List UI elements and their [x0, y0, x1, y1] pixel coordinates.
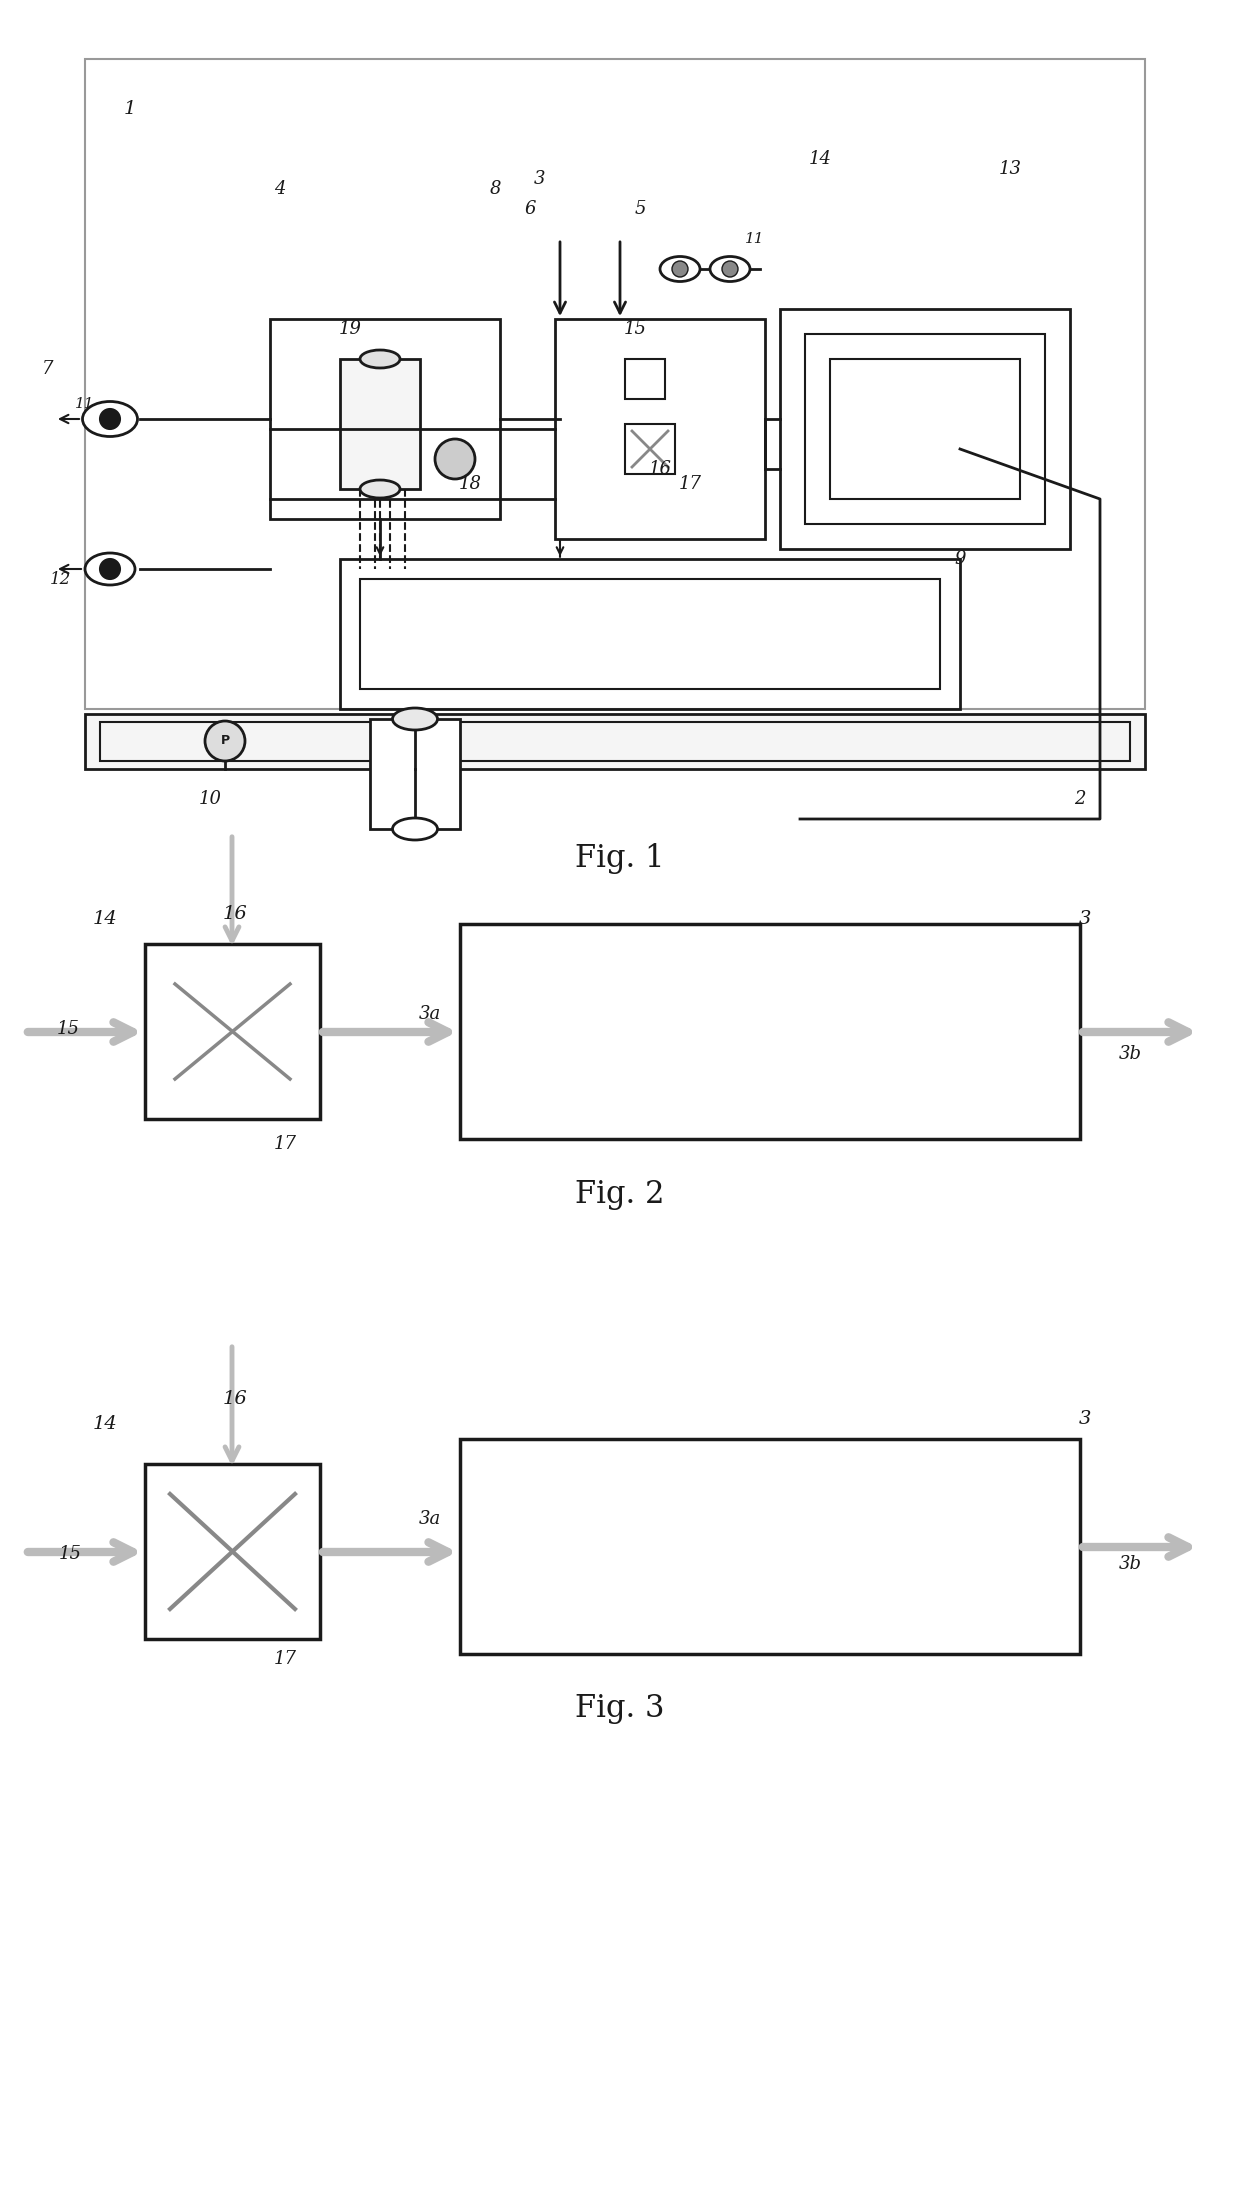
Text: 1: 1	[124, 99, 136, 119]
Circle shape	[672, 262, 688, 277]
Text: 3b: 3b	[1118, 1045, 1142, 1062]
Text: 12: 12	[50, 570, 71, 587]
Text: 17: 17	[678, 475, 702, 493]
Text: 19: 19	[339, 321, 362, 339]
Text: 3: 3	[534, 169, 546, 187]
Text: 15: 15	[624, 321, 646, 339]
Text: 5: 5	[634, 200, 646, 218]
Text: 11: 11	[76, 398, 94, 411]
Text: 16: 16	[223, 1390, 247, 1407]
Ellipse shape	[360, 350, 401, 367]
Text: 9: 9	[955, 550, 966, 567]
Text: Fig. 2: Fig. 2	[575, 1179, 665, 1209]
Text: 16: 16	[223, 906, 247, 924]
Text: 14: 14	[93, 910, 118, 928]
Ellipse shape	[711, 257, 750, 281]
Circle shape	[722, 262, 738, 277]
Text: 15: 15	[58, 1546, 82, 1563]
Bar	[780, 310, 1070, 550]
Ellipse shape	[360, 479, 401, 497]
Text: 3a: 3a	[419, 1511, 441, 1528]
Bar	[145, 1465, 320, 1638]
Text: 3: 3	[1079, 1410, 1091, 1427]
Bar	[460, 1438, 1080, 1654]
Text: 10: 10	[198, 789, 222, 807]
Text: 14: 14	[808, 150, 832, 167]
Text: 6: 6	[525, 200, 536, 218]
Text: 3b: 3b	[1118, 1555, 1142, 1572]
Text: Fig. 3: Fig. 3	[575, 1693, 665, 1724]
Text: 8: 8	[490, 180, 501, 198]
Text: 18: 18	[459, 475, 481, 493]
Ellipse shape	[83, 402, 138, 435]
Bar	[625, 424, 675, 475]
Text: 11: 11	[745, 233, 765, 246]
Bar	[86, 715, 1145, 770]
Ellipse shape	[393, 708, 438, 730]
Bar	[270, 319, 500, 519]
Bar	[460, 924, 1080, 1139]
Text: 2: 2	[1074, 789, 1086, 807]
Bar	[145, 943, 320, 1119]
Bar	[340, 559, 960, 708]
Text: Fig. 1: Fig. 1	[575, 844, 665, 875]
Bar	[805, 334, 1045, 523]
Circle shape	[435, 440, 475, 479]
Bar	[86, 59, 1145, 708]
Bar	[625, 358, 665, 398]
Bar	[100, 721, 1130, 761]
Text: 7: 7	[42, 361, 53, 378]
Circle shape	[100, 409, 120, 429]
Bar	[340, 358, 420, 488]
Text: 15: 15	[57, 1020, 79, 1038]
Ellipse shape	[86, 552, 135, 585]
Ellipse shape	[660, 257, 701, 281]
Bar	[360, 578, 940, 688]
Text: 14: 14	[93, 1414, 118, 1434]
Text: 4: 4	[274, 180, 285, 198]
Text: 13: 13	[998, 161, 1022, 178]
Text: 17: 17	[274, 1649, 296, 1669]
Bar	[370, 719, 460, 829]
Circle shape	[100, 559, 120, 578]
Ellipse shape	[393, 818, 438, 840]
Bar	[556, 319, 765, 539]
Bar	[830, 358, 1021, 499]
Text: 3a: 3a	[419, 1005, 441, 1023]
Circle shape	[205, 721, 246, 761]
Text: P: P	[221, 734, 229, 748]
Text: 16: 16	[649, 460, 672, 477]
Text: 17: 17	[274, 1135, 296, 1152]
Text: 3: 3	[1079, 910, 1091, 928]
